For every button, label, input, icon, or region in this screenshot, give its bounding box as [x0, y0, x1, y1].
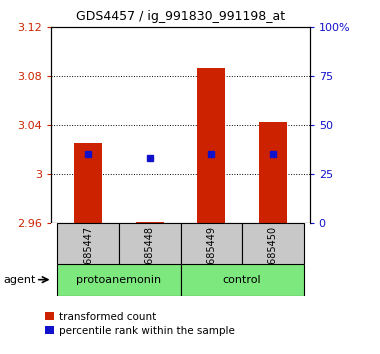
Title: GDS4457 / ig_991830_991198_at: GDS4457 / ig_991830_991198_at — [76, 10, 285, 23]
Bar — [242, 223, 304, 264]
Bar — [180, 223, 242, 264]
Bar — [259, 122, 287, 223]
Bar — [57, 223, 119, 264]
Bar — [180, 264, 304, 296]
Bar — [57, 264, 180, 296]
Text: GSM685449: GSM685449 — [206, 226, 216, 285]
Text: agent: agent — [4, 275, 36, 285]
Bar — [198, 68, 225, 223]
Bar — [119, 223, 180, 264]
Text: control: control — [223, 275, 261, 285]
Legend: transformed count, percentile rank within the sample: transformed count, percentile rank withi… — [43, 310, 237, 338]
Bar — [136, 222, 163, 223]
Bar — [74, 143, 102, 223]
Text: GSM685448: GSM685448 — [145, 226, 155, 285]
Text: protoanemonin: protoanemonin — [76, 275, 162, 285]
Text: GSM685447: GSM685447 — [83, 226, 93, 285]
Text: GSM685450: GSM685450 — [268, 226, 278, 285]
